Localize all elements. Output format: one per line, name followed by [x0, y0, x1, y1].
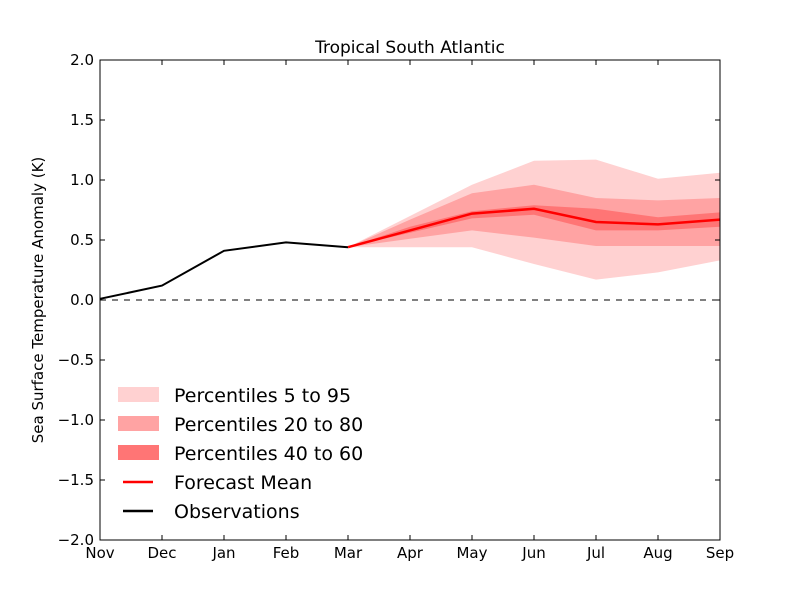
x-tick-label: Jun: [521, 544, 545, 562]
y-tick-label: 1.5: [70, 111, 94, 129]
legend-label: Percentiles 20 to 80: [174, 414, 363, 436]
legend-label: Percentiles 40 to 60: [174, 443, 363, 465]
y-tick-label: 2.0: [70, 51, 94, 69]
x-tick-label: Jan: [211, 544, 235, 562]
y-tick-label: −1.5: [58, 471, 94, 489]
y-tick-label: 0.5: [70, 231, 94, 249]
percentile-bands: [348, 159, 720, 280]
y-tick-label: −2.0: [58, 531, 94, 549]
legend-label: Observations: [174, 501, 300, 523]
x-tick-label: Dec: [147, 544, 176, 562]
axis-ticks: Nov Dec Jan Feb Mar Apr May Jun Jul Aug Sep −2.0 −1.…: [58, 51, 735, 562]
x-tick-label: Sep: [706, 544, 734, 562]
x-tick-label: Jul: [586, 544, 605, 562]
plot-frame: [99, 59, 721, 541]
legend-label: Forecast Mean: [174, 472, 312, 494]
y-axis-label: Sea Surface Temperature Anomaly (K): [29, 157, 47, 444]
x-tick-label: Nov: [85, 544, 114, 562]
x-tick-label: Apr: [397, 544, 424, 562]
legend-swatch: [118, 445, 159, 460]
band-3: [348, 205, 720, 248]
series-lines: [99, 207, 721, 300]
forecast-mean-line: [347, 207, 721, 249]
band-2: [348, 184, 720, 248]
legend-swatch: [118, 387, 159, 402]
legend: Percentiles 5 to 95 Percentiles 20 to 80 P…: [118, 385, 363, 523]
observations-line: [99, 241, 349, 300]
legend-label: Percentiles 5 to 95: [174, 385, 351, 407]
y-tick-label: −1.0: [58, 411, 94, 429]
x-tick-label: May: [456, 544, 487, 562]
y-tick-label: −0.5: [58, 351, 94, 369]
legend-swatch: [118, 416, 159, 431]
y-tick-label: 0.0: [70, 291, 94, 309]
x-tick-label: Feb: [273, 544, 300, 562]
x-tick-label: Mar: [334, 544, 363, 562]
y-tick-label: 1.0: [70, 171, 94, 189]
x-tick-label: Aug: [643, 544, 672, 562]
chart-title: Tropical South Atlantic: [314, 38, 505, 58]
